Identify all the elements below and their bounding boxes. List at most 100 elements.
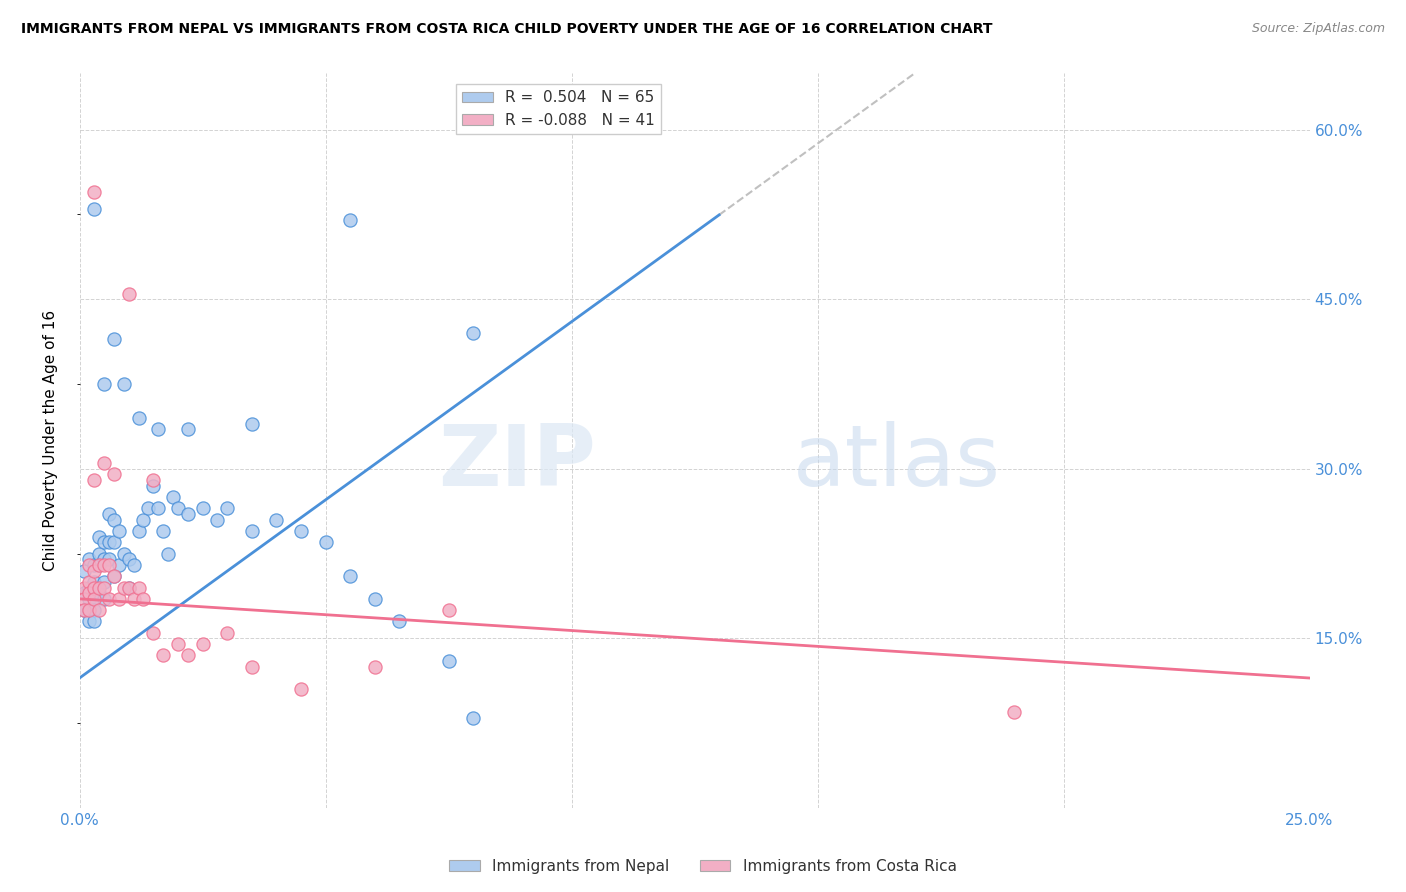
Point [79, 586, 101, 600]
Point [266, 513, 288, 527]
Point [142, 479, 165, 493]
Point [240, 417, 263, 431]
Text: Source: ZipAtlas.com: Source: ZipAtlas.com [1251, 22, 1385, 36]
Y-axis label: Child Poverty Under the Age of 16: Child Poverty Under the Age of 16 [44, 310, 58, 571]
Point [240, 659, 263, 673]
Point [118, 581, 141, 595]
Point [103, 467, 125, 482]
Point [83, 591, 105, 606]
Point [162, 490, 184, 504]
Point [98, 535, 121, 549]
Point [108, 524, 131, 538]
Point [167, 501, 190, 516]
Point [112, 376, 135, 391]
Point [148, 422, 170, 436]
Point [118, 581, 141, 595]
Text: atlas: atlas [793, 421, 1001, 504]
Point [83, 473, 105, 487]
Text: ZIP: ZIP [439, 421, 596, 504]
Point [122, 558, 145, 572]
Point [89, 581, 111, 595]
Point [122, 591, 145, 606]
Point [83, 185, 105, 199]
Point [207, 513, 229, 527]
Point [83, 574, 105, 589]
Point [93, 591, 115, 606]
Point [83, 564, 105, 578]
Point [93, 376, 115, 391]
Point [79, 603, 101, 617]
Point [98, 591, 121, 606]
Point [142, 625, 165, 640]
Point [437, 603, 460, 617]
Point [73, 564, 96, 578]
Point [191, 637, 214, 651]
Point [89, 586, 111, 600]
Text: IMMIGRANTS FROM NEPAL VS IMMIGRANTS FROM COSTA RICA CHILD POVERTY UNDER THE AGE : IMMIGRANTS FROM NEPAL VS IMMIGRANTS FROM… [21, 22, 993, 37]
Point [177, 648, 200, 663]
Point [93, 456, 115, 470]
Point [93, 581, 115, 595]
Point [118, 286, 141, 301]
Point [290, 524, 312, 538]
Point [89, 547, 111, 561]
Point [364, 591, 387, 606]
Point [93, 535, 115, 549]
Point [83, 558, 105, 572]
Point [89, 603, 111, 617]
Point [132, 513, 155, 527]
Point [152, 648, 174, 663]
Point [339, 213, 361, 227]
Point [79, 558, 101, 572]
Point [217, 625, 239, 640]
Point [79, 552, 101, 566]
Point [79, 574, 101, 589]
Point [89, 558, 111, 572]
Point [217, 501, 239, 516]
Point [89, 530, 111, 544]
Point [73, 603, 96, 617]
Point [108, 591, 131, 606]
Point [177, 507, 200, 521]
Point [103, 332, 125, 346]
Point [93, 552, 115, 566]
Point [152, 524, 174, 538]
Legend: Immigrants from Nepal, Immigrants from Costa Rica: Immigrants from Nepal, Immigrants from C… [443, 853, 963, 880]
Point [93, 574, 115, 589]
Point [138, 501, 160, 516]
Point [167, 637, 190, 651]
Point [112, 581, 135, 595]
Point [79, 581, 101, 595]
Point [79, 591, 101, 606]
Point [93, 558, 115, 572]
Point [112, 547, 135, 561]
Point [98, 507, 121, 521]
Legend: R =  0.504   N = 65, R = -0.088   N = 41: R = 0.504 N = 65, R = -0.088 N = 41 [456, 85, 661, 134]
Point [128, 524, 150, 538]
Point [461, 326, 484, 340]
Point [128, 411, 150, 425]
Point [118, 552, 141, 566]
Point [103, 535, 125, 549]
Point [388, 615, 411, 629]
Point [437, 654, 460, 668]
Point [103, 513, 125, 527]
Point [240, 524, 263, 538]
Point [128, 581, 150, 595]
Point [83, 615, 105, 629]
Point [79, 603, 101, 617]
Point [157, 547, 180, 561]
Point [89, 558, 111, 572]
Point [83, 581, 105, 595]
Point [142, 473, 165, 487]
Point [290, 682, 312, 697]
Point [1002, 705, 1025, 719]
Point [98, 558, 121, 572]
Point [98, 552, 121, 566]
Point [83, 603, 105, 617]
Point [73, 581, 96, 595]
Point [315, 535, 337, 549]
Point [73, 591, 96, 606]
Point [461, 710, 484, 724]
Point [103, 569, 125, 583]
